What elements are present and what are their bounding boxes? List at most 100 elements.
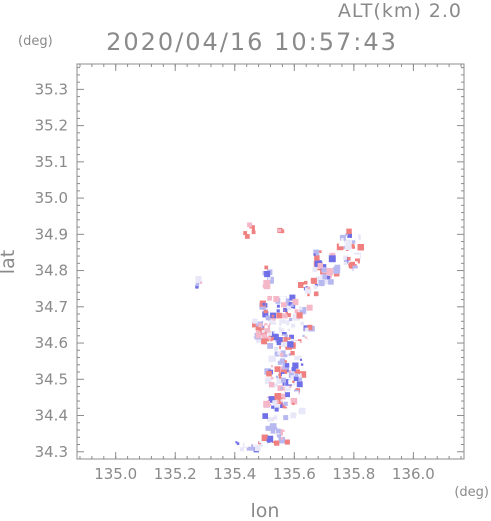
data-cell: [291, 323, 296, 328]
data-cell: [273, 404, 281, 411]
data-cell: [262, 413, 269, 419]
data-cell: [279, 296, 286, 303]
data-cell: [276, 304, 280, 308]
data-cell: [271, 405, 275, 409]
altitude-label: ALT(km) 2.0: [338, 0, 462, 22]
data-cell: [283, 415, 289, 421]
data-cell: [298, 409, 303, 414]
data-cell: [235, 441, 238, 444]
data-cell: [280, 387, 283, 390]
y-tick-label: 34.4: [35, 407, 68, 425]
data-cell: [279, 352, 284, 357]
data-cell: [280, 346, 284, 350]
data-cell: [298, 282, 304, 288]
data-cell: [281, 301, 287, 308]
data-cell: [288, 353, 292, 356]
data-cell: [282, 337, 288, 343]
data-cell: [277, 360, 282, 365]
data-cell: [255, 332, 262, 339]
data-cell: [276, 338, 284, 346]
y-tick-label: 34.8: [35, 262, 68, 280]
data-cell: [297, 339, 302, 343]
data-cell: [313, 291, 319, 297]
data-cell: [265, 315, 271, 321]
data-cell: [289, 294, 296, 301]
data-cell: [269, 294, 276, 301]
data-cell: [288, 317, 293, 322]
y-tick-label: 35.2: [35, 117, 68, 135]
data-cell: [334, 270, 338, 274]
data-cell: [270, 300, 276, 306]
data-cell: [252, 234, 255, 237]
data-cell: [302, 334, 305, 337]
data-cell: [292, 362, 299, 369]
data-cell: [304, 336, 307, 339]
data-cell: [196, 286, 199, 289]
data-cell: [290, 375, 296, 381]
data-cell: [266, 370, 272, 377]
data-cell: [264, 323, 268, 327]
data-cell: [263, 309, 268, 314]
data-cell: [277, 351, 282, 356]
data-cell: [353, 268, 360, 275]
data-cell: [275, 400, 279, 404]
data-cell: [269, 423, 277, 430]
data-cell: [320, 264, 327, 270]
data-cell: [292, 402, 295, 405]
data-cell: [264, 265, 269, 270]
data-cell: [264, 271, 271, 278]
data-cell: [328, 279, 334, 285]
data-cell: [294, 309, 299, 314]
y-tick-label: 34.9: [35, 225, 68, 243]
data-cell: [308, 283, 313, 288]
data-cell: [326, 276, 331, 280]
data-cell: [292, 313, 300, 321]
data-cell: [270, 278, 274, 281]
data-cell: [293, 376, 299, 381]
data-cell: [300, 321, 304, 326]
x-tick-label: 135.0: [94, 465, 137, 483]
data-cell: [263, 400, 270, 408]
data-cell: [284, 360, 287, 363]
data-cell: [278, 337, 283, 342]
data-cell: [244, 440, 252, 447]
data-cell: [313, 253, 316, 256]
data-cell: [268, 411, 274, 418]
data-cell: [340, 238, 344, 241]
data-cell: [278, 326, 285, 333]
y-unit-label: (deg): [18, 34, 53, 49]
data-cell: [351, 243, 355, 247]
data-cell: [345, 233, 349, 236]
data-cell: [251, 230, 256, 235]
x-tick-label: 136.0: [392, 465, 435, 483]
data-cell: [321, 267, 327, 273]
data-cell: [272, 400, 277, 405]
data-cell: [281, 337, 285, 341]
x-unit-label: (deg): [454, 485, 489, 500]
data-cell: [249, 225, 255, 231]
data-cell: [272, 415, 278, 420]
data-cell: [261, 327, 265, 331]
data-cell: [274, 351, 280, 357]
data-cell: [271, 314, 275, 318]
data-cell: [355, 261, 358, 265]
data-cell: [287, 398, 291, 402]
data-cell: [307, 335, 312, 339]
data-cell: [267, 342, 274, 349]
data-cell: [318, 250, 322, 253]
data-cell: [246, 228, 252, 235]
data-cell: [267, 331, 272, 336]
data-cell: [252, 318, 258, 324]
chart-timestamp: 2020/04/16 10:57:43: [106, 28, 398, 56]
data-cell: [326, 268, 333, 276]
data-cell: [239, 447, 244, 452]
data-cell: [283, 401, 288, 406]
data-cell: [293, 341, 301, 348]
data-cell: [292, 327, 297, 333]
data-cell: [286, 298, 290, 302]
data-cell: [278, 436, 285, 444]
data-cell: [304, 327, 309, 332]
data-cell: [294, 373, 299, 377]
data-cell: [328, 255, 336, 263]
